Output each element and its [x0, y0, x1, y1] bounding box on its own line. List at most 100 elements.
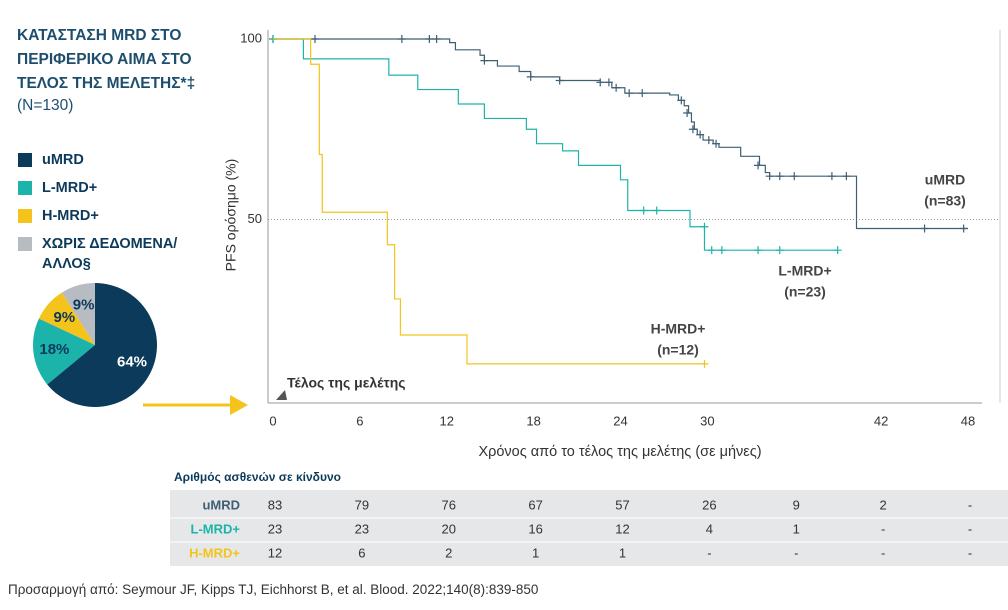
table-cell: 79	[355, 497, 369, 512]
table-cell: 20	[442, 521, 456, 536]
table-cell: 1	[619, 545, 626, 560]
x-tick-label: 12	[440, 413, 454, 428]
survival-curve	[273, 38, 968, 230]
legend-item: ΧΩΡΙΣ ΔΕΔΟΜΕΝΑ/ ΑΛΛΟ§	[18, 234, 218, 274]
legend-swatch	[18, 181, 32, 195]
table-cell: 67	[528, 497, 542, 512]
legend-swatch	[18, 153, 32, 167]
end-marker	[276, 390, 287, 400]
x-tick-label: 6	[356, 413, 363, 428]
legend-label: H-MRD+	[42, 208, 99, 224]
censor-mark	[683, 109, 692, 118]
table-cell: 16	[528, 521, 542, 536]
legend-swatch	[18, 237, 32, 251]
censor-mark	[842, 172, 851, 181]
table-cell: -	[968, 521, 972, 536]
censor-mark	[920, 224, 929, 233]
legend-label: ΧΩΡΙΣ ΔΕΔΟΜΕΝΑ/ ΑΛΛΟ§	[42, 236, 178, 272]
table-cell: 1	[793, 521, 800, 536]
series-label: uMRD	[925, 172, 965, 188]
arrow-head	[230, 395, 248, 415]
table-cell: 12	[615, 521, 629, 536]
y-axis-label: PFS ορόσημο (%)	[223, 159, 239, 272]
censor-mark	[688, 125, 697, 134]
table-cell: 9	[793, 497, 800, 512]
survival-curve	[273, 38, 838, 251]
table-cell: -	[968, 497, 972, 512]
table-cell: 12	[268, 545, 282, 560]
x-tick-label: 18	[526, 413, 540, 428]
table-cell: 1	[532, 545, 539, 560]
table-cell: 26	[702, 497, 716, 512]
censor-mark	[707, 246, 716, 255]
table-row-label: L-MRD+	[191, 521, 241, 536]
x-tick-label: 24	[613, 413, 627, 428]
censor-mark	[754, 161, 763, 170]
censor-mark	[700, 359, 709, 368]
censor-mark	[310, 35, 319, 43]
censor-mark	[696, 130, 705, 139]
censor-mark	[700, 222, 709, 231]
table-cell: -	[968, 545, 972, 560]
x-tick-label: 48	[961, 413, 975, 428]
censor-mark	[775, 172, 784, 181]
table-cell: 2	[880, 497, 887, 512]
pie-slice	[61, 283, 95, 345]
censor-mark	[425, 35, 434, 43]
survival-curve	[273, 38, 705, 365]
pie-subtitle: (N=130)	[17, 97, 74, 114]
series-label: H-MRD+	[651, 321, 706, 337]
censor-mark	[625, 89, 634, 98]
legend-label: uMRD	[42, 152, 84, 168]
censor-mark	[526, 72, 535, 81]
censor-mark	[677, 96, 686, 105]
annotation: Τέλος της μελέτης	[287, 375, 406, 391]
y-tick-label: 50	[248, 211, 262, 226]
table-cell: 6	[358, 545, 365, 560]
censor-mark	[596, 78, 605, 87]
pie-title: ΚΑΤΑΣΤΑΣΗ MRD ΣΤΟ ΠΕΡΙΦΕΡΙΚΟ ΑΙΜΑ ΣΤΟ ΤΕ…	[17, 27, 196, 92]
censor-mark	[480, 56, 489, 65]
censor-mark	[652, 206, 661, 215]
table-cell: 2	[445, 545, 452, 560]
y-tick-label: 100	[240, 30, 262, 45]
censor-mark	[638, 89, 647, 98]
table-cell: -	[707, 545, 711, 560]
table-cell: 76	[442, 497, 456, 512]
x-axis-label: Χρόνος από το τέλος της μελέτης (σε μήνε…	[478, 444, 761, 460]
series-n-label: (n=23)	[784, 284, 826, 300]
censor-mark	[555, 76, 564, 85]
table-row-label: uMRD	[202, 497, 240, 512]
table-cell: 4	[706, 521, 713, 536]
legend-swatch	[18, 209, 32, 223]
table-background	[170, 490, 1008, 566]
censor-mark	[717, 246, 726, 255]
legend-label: L-MRD+	[42, 180, 98, 196]
x-tick-label: 42	[874, 413, 888, 428]
censor-mark	[754, 246, 763, 255]
censor-mark	[959, 224, 968, 233]
censor-mark	[790, 172, 799, 181]
pie-label: 64%	[117, 353, 147, 370]
x-tick-label: 30	[700, 413, 714, 428]
censor-mark	[833, 246, 842, 255]
table-cell: 57	[615, 497, 629, 512]
series-n-label: (n=83)	[924, 193, 966, 209]
censor-mark	[612, 83, 621, 92]
censor-mark	[712, 139, 721, 148]
pie-label: 9%	[53, 309, 75, 326]
table-cell: 83	[268, 497, 282, 512]
pie-slice	[38, 292, 95, 345]
table-cell: 23	[355, 521, 369, 536]
x-tick-label: 0	[269, 413, 276, 428]
pie-slice	[32, 318, 95, 385]
censor-mark	[765, 172, 774, 181]
table-cell: -	[881, 521, 885, 536]
pie-label: 9%	[73, 297, 95, 314]
table-title: Αριθμός ασθενών σε κίνδυνο	[174, 470, 341, 484]
series-label: L-MRD+	[778, 263, 831, 279]
pie-label: 18%	[39, 341, 69, 358]
censor-mark	[604, 78, 613, 87]
table-cell: 23	[268, 521, 282, 536]
